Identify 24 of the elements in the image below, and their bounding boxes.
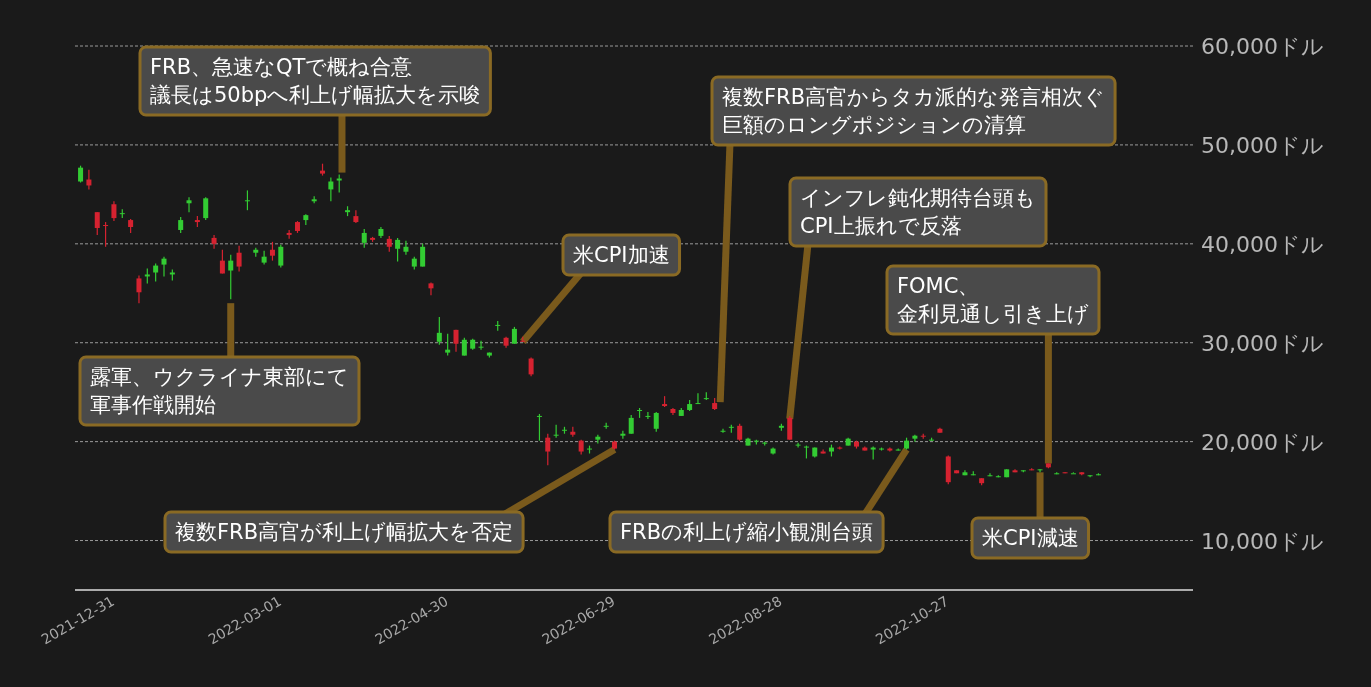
annotation: 露軍、ウクライナ東部にて軍事作戦開始 [90, 365, 349, 417]
annotation: 複数FRB高官が利上げ幅拡大を否定 [163, 510, 525, 554]
annotation: FRB、急速なQTで概ね合意議長は50bpへ利上げ幅拡大を示唆 [150, 55, 481, 107]
y-tick-label: 60,000ドル [1201, 34, 1324, 59]
annotation: FRB、急速なQTで概ね合意議長は50bpへ利上げ幅拡大を示唆 [138, 45, 492, 117]
annotation: インフレ鈍化期待台頭もCPI上振れで反落 [788, 176, 1048, 248]
annotation: FOMC、金利見通し引き上げ [885, 264, 1101, 336]
annotation: 露軍、ウクライナ東部にて軍事作戦開始 [78, 355, 361, 427]
annotation: FRBの利上げ縮小観測台頭 [620, 520, 874, 544]
annotation: 米CPI減速 [982, 526, 1079, 550]
annotation: 米CPI減速 [970, 516, 1091, 560]
annotation: インフレ鈍化期待台頭もCPI上振れで反落 [800, 186, 1036, 238]
annotation: 複数FRB高官からタカ派的な発言相次ぐ巨額のロングポジションの清算 [710, 75, 1117, 147]
annotation: FRBの利上げ縮小観測台頭 [608, 510, 885, 554]
y-tick-label: 10,000ドル [1201, 528, 1324, 554]
y-tick-label: 40,000ドル [1201, 231, 1324, 257]
y-tick-label: 50,000ドル [1201, 132, 1324, 158]
annotation: 複数FRB高官からタカ派的な発言相次ぐ巨額のロングポジションの清算 [722, 85, 1106, 137]
annotation: FOMC、金利見通し引き上げ [897, 274, 1089, 326]
annotation: 複数FRB高官が利上げ幅拡大を否定 [175, 520, 514, 544]
annotation: 米CPI加速 [561, 233, 682, 277]
y-tick-label: 20,000ドル [1201, 429, 1324, 455]
annotation: 米CPI加速 [573, 243, 670, 267]
y-tick-label: 30,000ドル [1201, 330, 1324, 356]
